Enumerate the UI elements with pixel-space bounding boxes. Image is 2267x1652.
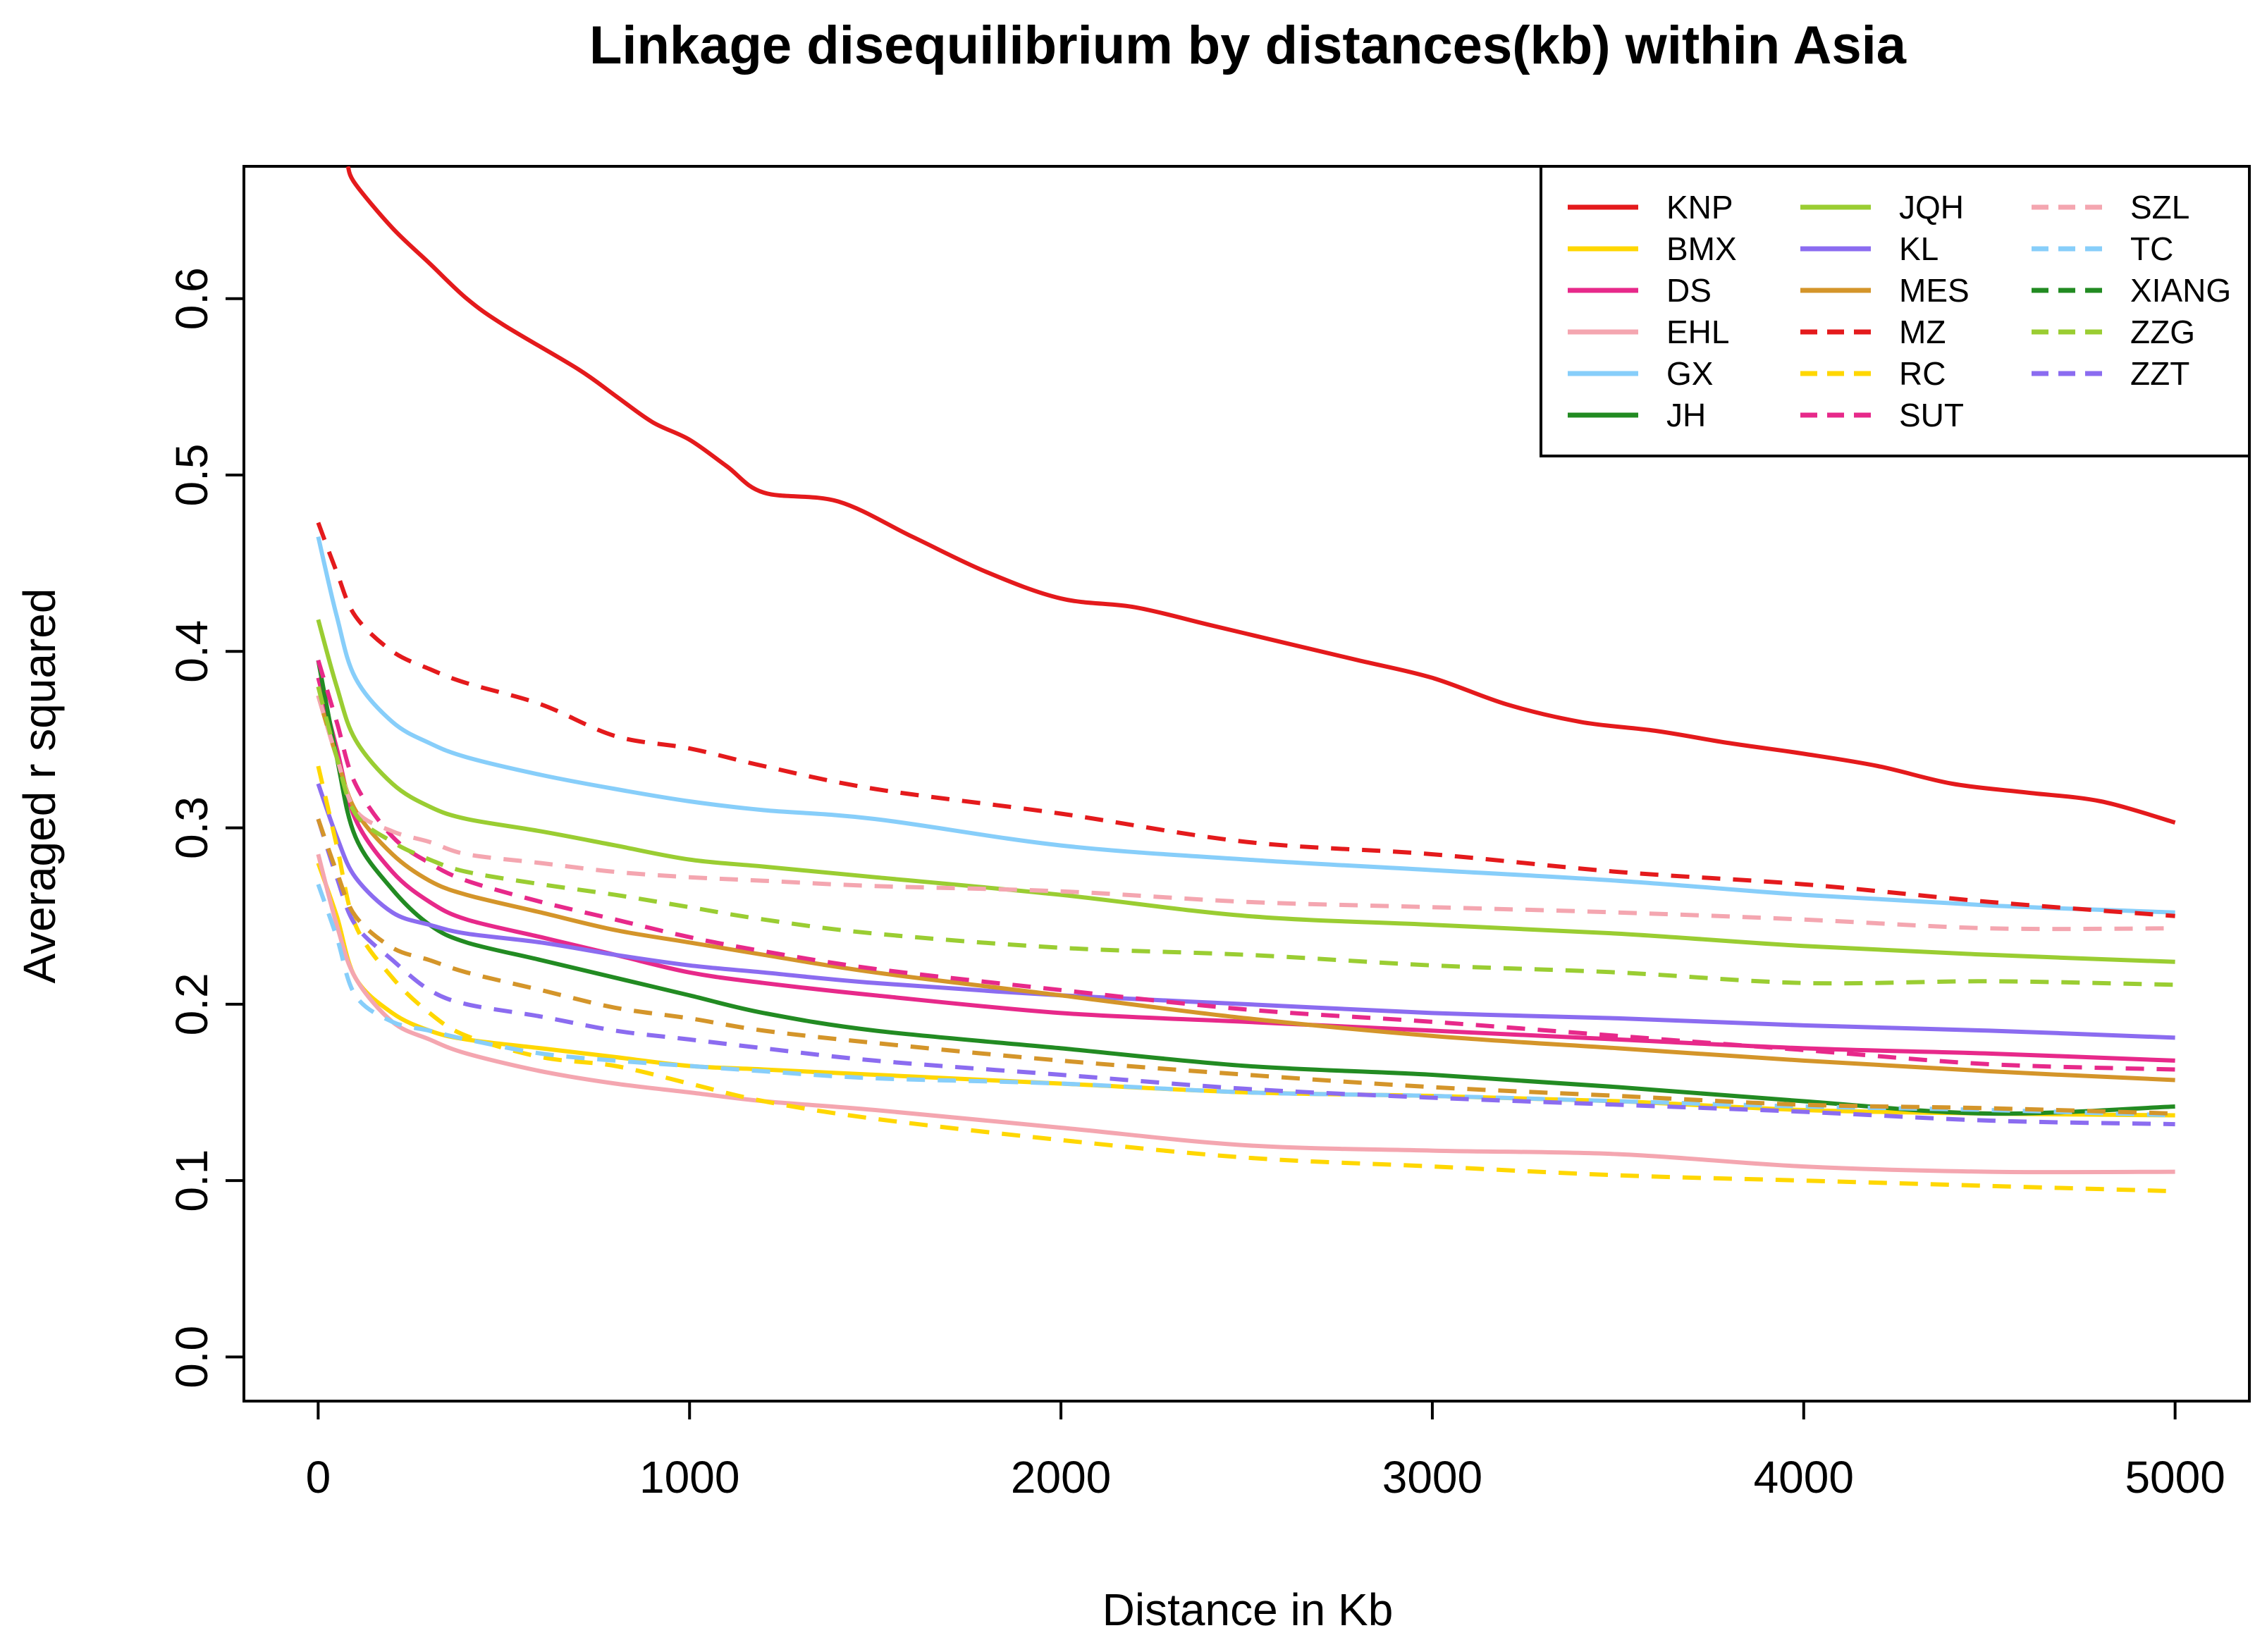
legend-label-jh: JH (1666, 397, 1706, 433)
y-tick-label: 0.6 (166, 267, 217, 330)
y-tick-label: 0.5 (166, 444, 217, 507)
series-line-gx (316, 536, 2175, 915)
legend-label-sut: SUT (1899, 397, 1964, 433)
x-axis: 0 1000 2000 3000 4000 5000 (306, 1400, 2225, 1503)
series-line-kl (316, 783, 2175, 1040)
legend-label-rc: RC (1899, 355, 1946, 392)
y-axis-label: Averaged r squared (14, 588, 65, 984)
legend-label-mes: MES (1899, 272, 1970, 309)
x-tick-label: 1000 (639, 1452, 739, 1503)
x-tick-label: 3000 (1382, 1452, 1482, 1503)
series-line-knp (345, 166, 2176, 825)
legend-label-zzg: ZZG (2130, 314, 2195, 350)
y-axis: 0.0 0.1 0.2 0.3 0.4 0.5 0.6 (166, 267, 245, 1388)
legend-label-kl: KL (1899, 230, 1939, 267)
y-tick-label: 0.0 (166, 1326, 217, 1388)
x-tick-label: 2000 (1011, 1452, 1111, 1503)
legend-label-xiang: XIANG (2130, 272, 2231, 309)
series-line-zzg (316, 686, 2175, 987)
series-line-rc (316, 765, 2175, 1194)
legend-label-tc: TC (2130, 230, 2173, 267)
series-lines (316, 166, 2176, 1194)
legend-label-szl: SZL (2130, 189, 2189, 226)
series-line-tc (316, 883, 2175, 1118)
x-tick-label: 0 (306, 1452, 331, 1503)
chart-title: Linkage disequilibrium by distances(kb) … (589, 16, 1907, 75)
legend-box (1540, 165, 2251, 457)
legend-label-bmx: BMX (1666, 230, 1737, 267)
y-tick-label: 0.2 (166, 973, 217, 1035)
series-line-mz (316, 522, 2175, 918)
y-tick-label: 0.3 (166, 796, 217, 859)
legend-label-jqh: JQH (1899, 189, 1964, 226)
series-line-szl (316, 695, 2175, 932)
legend: KNP BMX DS EHL GX JH JQH KL MES MZ RC SUT SZL TC XIANG… (1540, 165, 2251, 457)
y-tick-label: 0.1 (166, 1149, 217, 1212)
x-tick-label: 4000 (1754, 1452, 1854, 1503)
series-line-jh (316, 660, 2175, 1116)
series-line-zzt (316, 818, 2175, 1127)
series-line-mes-dashed (316, 818, 2175, 1116)
series-line-sut (316, 659, 2175, 1072)
series-line-jqh (316, 619, 2175, 964)
y-tick-label: 0.4 (166, 620, 217, 683)
legend-label-gx: GX (1666, 355, 1713, 392)
legend-label-zzt: ZZT (2130, 355, 2189, 392)
series-line-ehl (316, 853, 2175, 1175)
x-tick-label: 5000 (2125, 1452, 2225, 1503)
series-line-mes (316, 695, 2175, 1083)
legend-label-mz: MZ (1899, 314, 1946, 350)
x-axis-label: Distance in Kb (1102, 1584, 1394, 1635)
legend-label-ehl: EHL (1666, 314, 1729, 350)
legend-label-ds: DS (1666, 272, 1712, 309)
legend-label-knp: KNP (1666, 189, 1733, 226)
